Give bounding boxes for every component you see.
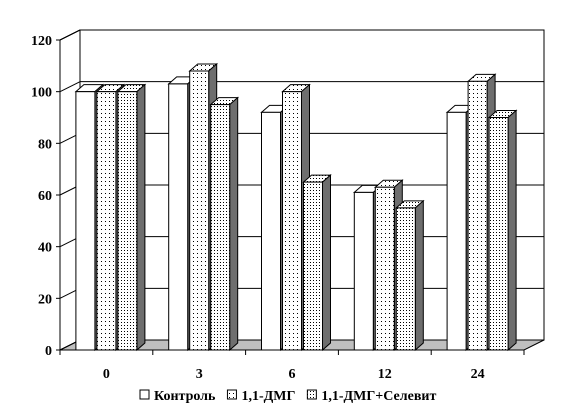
bar [116,83,147,352]
bar [209,96,240,352]
bar-front [374,186,395,351]
bar [302,173,332,352]
legend: Контроль 1,1-ДМГ 1,1-ДМГ+Селевит [139,389,436,404]
y-tick-label: 0 [45,344,52,359]
legend-item: 1,1-ДМГ [226,389,295,404]
legend-swatch [306,389,317,400]
bar-front [395,207,416,351]
bar-side [414,199,424,352]
x-tick-label: 12 [378,367,392,382]
legend-label: 1,1-ДМГ+Селевит [321,389,436,404]
bar-front [261,111,281,351]
bar-front [353,191,374,351]
y-tick-label: 60 [38,189,52,204]
bar-front [210,104,231,351]
y-tick-label: 40 [38,241,52,256]
bar-front [282,91,302,351]
legend-item: Контроль [139,389,216,404]
bar-side [322,173,331,352]
bar-side [229,96,239,352]
bars [74,62,518,352]
bar-front [189,70,210,351]
y-axis-tick-labels: 0 20 40 60 80 100 120 [31,34,52,359]
bar-front [446,111,467,351]
gridline-depth [59,81,81,93]
x-tick-label: 24 [471,367,485,382]
x-tick-label: 3 [196,367,203,382]
bar [394,199,425,352]
y-tick-label: 80 [38,137,52,152]
x-tick-label: 0 [103,367,110,382]
bar-front [117,91,138,351]
bar-front [303,181,323,351]
y-tick-label: 100 [31,86,52,101]
bar [487,109,518,352]
bar-side [507,109,517,352]
top-edge [59,29,81,41]
legend-swatch [139,389,150,400]
legend-label: 1,1-ДМГ [241,389,295,404]
bar-front [75,91,96,351]
bar-side [136,83,146,352]
x-tick-label: 6 [289,367,296,382]
legend-swatch [226,389,237,400]
bar-front [467,80,488,351]
x-axis-tick-labels: 0 3 6 12 24 [103,367,485,382]
bar-front [96,91,117,351]
bar-front [488,117,509,351]
y-tick-label: 120 [31,34,52,49]
legend-label: Контроль [154,389,216,404]
axes [56,29,525,355]
bar-front [168,83,189,351]
y-tick-label: 20 [38,292,52,307]
legend-item: 1,1-ДМГ+Селевит [306,389,436,404]
